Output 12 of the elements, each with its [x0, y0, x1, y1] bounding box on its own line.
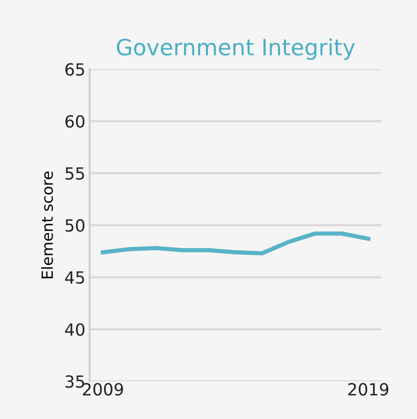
y-tick-label: 65	[65, 63, 84, 76]
y-tick-label: 45	[65, 271, 84, 284]
x-tick-label: 2019	[348, 382, 388, 396]
y-tick-label: 60	[65, 115, 84, 128]
y-tick-label: 55	[66, 167, 84, 180]
y-tick-label: 50	[66, 219, 84, 232]
y-tick-label: 40	[65, 323, 84, 336]
y-tick-label: 35	[66, 375, 84, 388]
line-series	[100, 231, 370, 256]
chart-title: Government Integrity	[116, 38, 355, 60]
y-axis-title: Element score	[41, 171, 53, 278]
x-tick-label: 2009	[82, 382, 123, 396]
